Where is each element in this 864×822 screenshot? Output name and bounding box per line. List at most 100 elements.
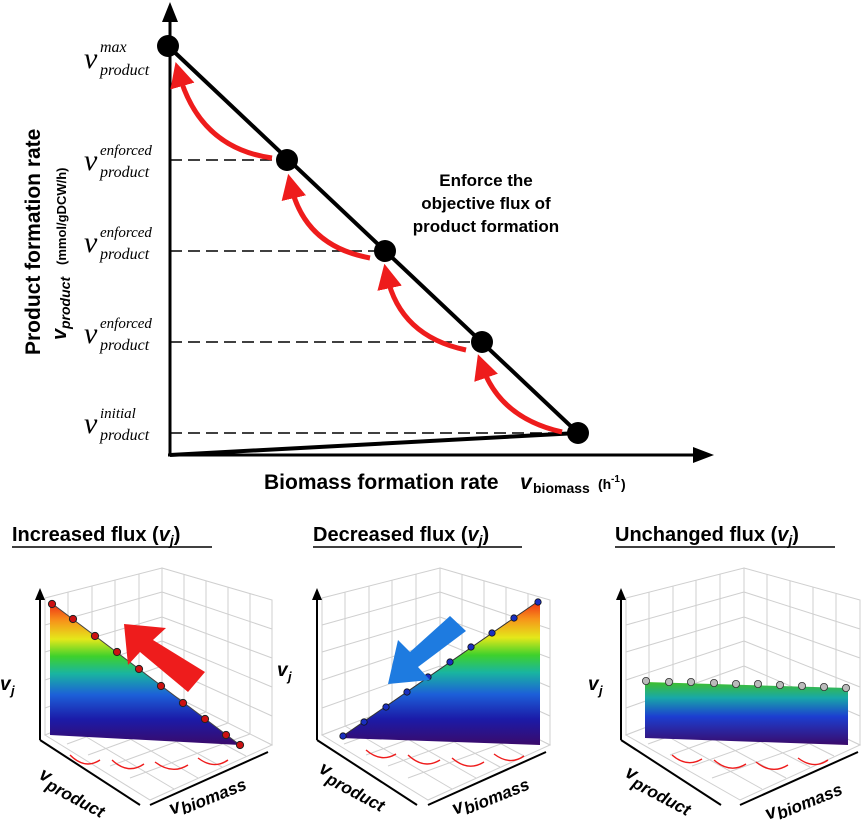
red-arrow	[281, 173, 371, 261]
level-sub: product	[99, 337, 150, 354]
dot	[710, 679, 719, 688]
annotation-line: product formation	[413, 217, 559, 236]
point-initial	[567, 422, 589, 444]
panel-increased: v j v product v biomass	[0, 567, 274, 822]
z-label: v	[277, 660, 289, 681]
level-label-enforced-1: v enforced product	[84, 143, 152, 181]
point-max	[157, 35, 179, 57]
y-axis-sym-sub: product	[57, 276, 73, 330]
dot	[68, 614, 78, 624]
panel-title-text: Decreased flux (vj)	[313, 524, 489, 548]
dot	[488, 629, 496, 637]
x-axis-sym: v	[520, 471, 533, 494]
panel-title-decreased: Decreased flux (vj)	[313, 524, 522, 548]
y-axis-arrowhead	[162, 2, 178, 22]
surface	[340, 600, 540, 745]
dot-series	[339, 598, 542, 740]
panel-title-unchanged: Unchanged flux (vj)	[615, 524, 835, 548]
panel-title-increased: Increased flux (vj)	[12, 524, 212, 548]
floor-arcs	[365, 749, 525, 767]
dot	[134, 664, 144, 674]
panel-unchanged: v j v product v biomass	[588, 567, 862, 822]
panel-z-label: v j	[277, 660, 292, 684]
dot	[467, 643, 475, 651]
tradeoff-line	[166, 44, 580, 435]
x-label-sub: product	[628, 773, 695, 821]
panel-z-label: v j	[588, 674, 603, 698]
y-axis-sym: v	[49, 327, 71, 340]
dot	[842, 684, 851, 693]
dot	[642, 677, 651, 686]
y-axis-symbol: v product (mmol/gDCW/h)	[49, 168, 73, 340]
dot	[732, 680, 741, 689]
dot	[446, 658, 454, 666]
dot	[221, 730, 231, 740]
level-sub: product	[99, 246, 150, 263]
panel-axes	[620, 595, 859, 806]
x-label-sub: product	[322, 769, 389, 817]
dot	[665, 678, 674, 687]
x-axis-arrowhead	[693, 447, 714, 463]
level-sup: enforced	[100, 143, 152, 159]
level-sub: product	[99, 62, 150, 79]
x-label-sub: product	[42, 775, 109, 822]
level-sym: v	[84, 317, 98, 350]
z-label-sub: j	[9, 683, 15, 698]
level-sup: enforced	[100, 225, 152, 241]
level-sym: v	[84, 226, 98, 259]
level-sub: product	[99, 427, 150, 444]
dot	[200, 714, 210, 724]
x-axis-title: Biomass formation rate v biomass (h -1 )	[264, 471, 626, 496]
level-label-max: v max product	[84, 39, 150, 79]
dot	[339, 732, 347, 740]
dot	[90, 631, 100, 641]
dot	[360, 718, 368, 726]
panel-x-label: v product	[36, 764, 109, 822]
x-axis-units: (h	[598, 476, 611, 492]
dot-series	[642, 677, 851, 693]
dot	[382, 703, 390, 711]
dot	[47, 599, 57, 609]
panel-title-text: Increased flux (vj)	[12, 524, 180, 548]
z-label: v	[0, 674, 12, 695]
z-label-sub: j	[286, 669, 292, 684]
dot	[510, 614, 518, 622]
dot	[112, 647, 122, 657]
z-label: v	[588, 674, 600, 695]
dot	[776, 681, 785, 690]
dot	[534, 598, 542, 606]
point-enforced	[276, 149, 298, 171]
decrease-arrow	[388, 616, 466, 684]
level-sub: product	[99, 164, 150, 181]
red-arrow	[170, 61, 273, 161]
level-label-enforced-3: v enforced product	[84, 316, 152, 354]
y-axis-units: (mmol/gDCW/h)	[54, 168, 69, 265]
dot	[820, 683, 829, 692]
level-sup: enforced	[100, 316, 152, 332]
y-axis-title-text: Product formation rate	[22, 129, 45, 355]
dot	[754, 680, 763, 689]
x-axis-units-sup: -1	[611, 474, 620, 485]
level-sym: v	[84, 42, 98, 75]
point-enforced	[374, 240, 396, 262]
y-label-sub: biomass	[461, 775, 532, 818]
panel-z-label: v j	[0, 674, 15, 698]
increase-arrow	[124, 624, 205, 692]
red-arrow	[377, 263, 467, 353]
base-line	[169, 431, 579, 457]
level-sup: initial	[100, 406, 136, 422]
panel-x-label: v product	[622, 762, 695, 821]
top-plot: v max product v enforced product v enfor…	[22, 2, 714, 496]
panel-axes	[39, 595, 269, 806]
y-axis-title: Product formation rate	[22, 129, 45, 355]
panel-title-text: Unchanged flux (vj)	[615, 524, 799, 548]
dot	[403, 688, 411, 696]
point-enforced	[471, 331, 493, 353]
dot	[235, 740, 245, 750]
z-label-sub: j	[597, 683, 603, 698]
dot	[798, 682, 807, 691]
dot	[687, 678, 696, 687]
level-label-initial: v initial product	[84, 406, 150, 444]
panel-axes	[316, 595, 547, 806]
